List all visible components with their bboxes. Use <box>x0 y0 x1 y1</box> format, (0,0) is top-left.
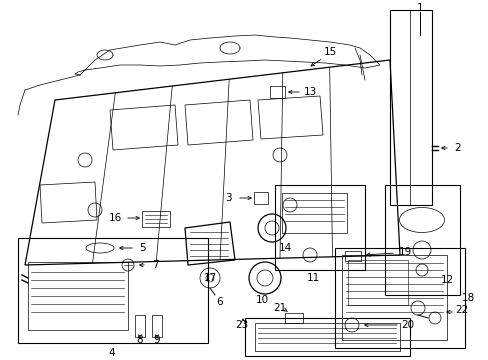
Text: 4: 4 <box>108 348 115 358</box>
Text: 18: 18 <box>461 293 474 303</box>
Text: 16: 16 <box>108 213 122 223</box>
Text: 21: 21 <box>273 303 286 313</box>
Bar <box>285 313 303 323</box>
Bar <box>254 323 399 351</box>
Text: 3: 3 <box>224 193 231 203</box>
Text: 15: 15 <box>323 47 336 57</box>
Bar <box>282 193 346 233</box>
Text: 19: 19 <box>398 247 411 257</box>
Bar <box>384 185 459 295</box>
Bar <box>18 238 207 343</box>
Text: 12: 12 <box>440 275 453 285</box>
Text: 11: 11 <box>306 273 319 283</box>
Bar <box>269 86 285 98</box>
Text: 9: 9 <box>153 335 160 345</box>
Bar <box>341 255 446 340</box>
Bar <box>274 185 364 270</box>
Bar <box>244 318 409 356</box>
Bar <box>347 260 407 305</box>
Bar <box>152 315 162 337</box>
Text: 22: 22 <box>454 305 468 315</box>
Text: 17: 17 <box>203 273 216 283</box>
Text: 13: 13 <box>303 87 316 97</box>
Text: 14: 14 <box>278 243 291 253</box>
Bar <box>28 262 128 330</box>
Bar <box>253 192 267 204</box>
Text: 20: 20 <box>401 320 414 330</box>
Bar <box>389 10 431 205</box>
Bar <box>142 211 170 227</box>
Text: 6: 6 <box>216 297 223 307</box>
Bar <box>334 248 464 348</box>
Text: 5: 5 <box>140 243 146 253</box>
Text: 1: 1 <box>416 3 423 13</box>
Text: 2: 2 <box>454 143 460 153</box>
Bar <box>345 251 360 261</box>
Text: 23: 23 <box>235 320 248 330</box>
Bar <box>135 315 145 337</box>
Text: 7: 7 <box>151 260 158 270</box>
Text: 10: 10 <box>255 295 268 305</box>
Text: 8: 8 <box>137 335 143 345</box>
